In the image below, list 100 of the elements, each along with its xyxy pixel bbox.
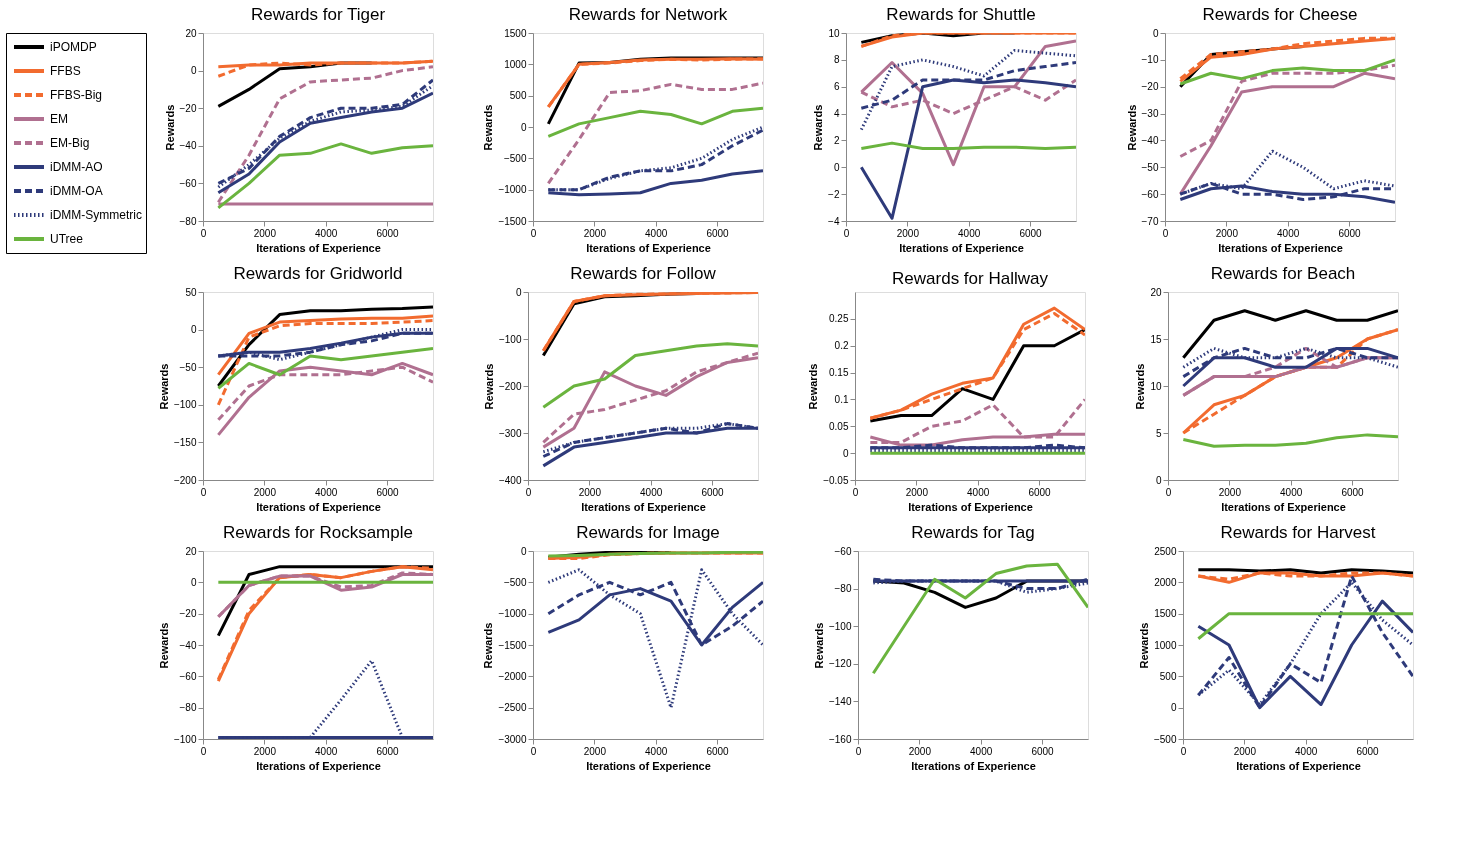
- legend-label: EM-Big: [50, 136, 90, 150]
- y-tick-label: −2: [828, 188, 840, 200]
- y-tick-label: 0: [1170, 702, 1177, 714]
- y-tick-label: 20: [185, 545, 197, 557]
- x-axis-title: Iterations of Experience: [911, 759, 1036, 772]
- x-tick-label: 6000: [1028, 486, 1052, 498]
- y-tick-label: 2000: [1154, 576, 1177, 588]
- chart-title: Rewards for Beach: [1210, 264, 1356, 283]
- x-tick-label: 4000: [1295, 745, 1318, 757]
- x-axis-title: Iterations of Experience: [908, 500, 1033, 513]
- x-tick-label: 6000: [1356, 745, 1380, 757]
- x-tick-label: 0: [530, 745, 537, 757]
- x-tick-label: 4000: [1277, 227, 1300, 239]
- legend-label: iDMM-Symmetric: [50, 208, 142, 222]
- y-tick-label: 0: [515, 286, 522, 298]
- y-tick-label: 0.25: [829, 313, 849, 325]
- x-axis-title: Iterations of Experience: [1221, 500, 1346, 513]
- y-tick-label: −1500: [498, 639, 527, 651]
- x-tick-label: 4000: [970, 745, 993, 757]
- y-tick-label: 0: [1152, 27, 1159, 39]
- legend-label: iPOMDP: [50, 40, 97, 54]
- chart-title: Rewards for Gridworld: [233, 264, 403, 283]
- y-tick-label: −160: [828, 733, 852, 745]
- y-tick-label: −3000: [498, 733, 527, 745]
- x-tick-label: 0: [200, 745, 207, 757]
- x-axis-title: Iterations of Experience: [256, 241, 381, 254]
- x-tick-label: 0: [200, 486, 207, 498]
- y-tick-label: 10: [1150, 380, 1162, 392]
- y-axis-title: Rewards: [1125, 104, 1138, 151]
- y-tick-label: −150: [173, 436, 197, 448]
- x-tick-label: 6000: [376, 745, 400, 757]
- y-tick-label: −100: [498, 333, 522, 345]
- y-tick-label: 0: [190, 576, 197, 588]
- legend-label: EM: [50, 112, 68, 126]
- x-axis-title: Iterations of Experience: [586, 759, 711, 772]
- y-tick-label: −300: [498, 427, 522, 439]
- chart-title: Rewards for Network: [568, 5, 728, 24]
- y-tick-label: 1500: [1154, 608, 1177, 620]
- x-tick-label: 0: [530, 227, 537, 239]
- x-tick-label: 6000: [1031, 745, 1055, 757]
- y-axis-title: Rewards: [157, 363, 170, 410]
- x-tick-label: 4000: [1280, 486, 1303, 498]
- x-tick-label: 4000: [315, 745, 338, 757]
- y-tick-label: 1500: [504, 27, 527, 39]
- y-tick-label: 500: [1159, 670, 1177, 682]
- y-axis-title: Rewards: [482, 622, 495, 669]
- x-tick-label: 2000: [1218, 486, 1242, 498]
- y-tick-label: 5: [1155, 427, 1162, 439]
- y-tick-label: −20: [179, 608, 197, 620]
- x-tick-label: 2000: [583, 745, 607, 757]
- x-tick-label: 0: [855, 745, 862, 757]
- y-tick-label: −40: [179, 639, 197, 651]
- chart-title: Rewards for Cheese: [1202, 5, 1358, 24]
- y-tick-label: −0.05: [823, 474, 849, 486]
- x-tick-label: 4000: [958, 227, 981, 239]
- chart-title: Rewards for Tag: [911, 523, 1035, 542]
- y-tick-label: 10: [828, 27, 840, 39]
- x-axis-title: Iterations of Experience: [1236, 759, 1361, 772]
- y-tick-label: −50: [179, 361, 197, 373]
- y-axis-title: Rewards: [157, 622, 170, 669]
- y-tick-label: 6: [833, 81, 840, 93]
- y-axis-title: Rewards: [1134, 363, 1147, 410]
- x-tick-label: 2000: [908, 745, 932, 757]
- y-tick-label: −70: [1141, 215, 1159, 227]
- y-tick-label: 8: [833, 54, 840, 66]
- y-tick-label: −60: [834, 545, 852, 557]
- chart-title: Rewards for Rocksample: [223, 523, 413, 542]
- y-tick-label: −500: [503, 576, 527, 588]
- y-tick-label: −140: [828, 695, 852, 707]
- y-axis-title: Rewards: [163, 104, 176, 151]
- y-tick-label: −100: [173, 733, 197, 745]
- x-axis-title: Iterations of Experience: [586, 241, 711, 254]
- x-tick-label: 4000: [315, 486, 338, 498]
- y-tick-label: 20: [185, 27, 197, 39]
- y-tick-label: 0.15: [829, 367, 849, 379]
- y-tick-label: −200: [173, 474, 197, 486]
- x-tick-label: 4000: [640, 486, 663, 498]
- x-axis-title: Iterations of Experience: [256, 500, 381, 513]
- y-tick-label: 0: [833, 161, 840, 173]
- y-tick-label: 500: [509, 90, 527, 102]
- y-tick-label: 1000: [1154, 639, 1177, 651]
- y-axis-title: Rewards: [482, 363, 495, 410]
- y-tick-label: 2500: [1154, 545, 1177, 557]
- x-tick-label: 6000: [701, 486, 725, 498]
- y-tick-label: 4: [833, 108, 840, 120]
- chart-title: Rewards for Tiger: [250, 5, 386, 24]
- x-axis-title: Iterations of Experience: [256, 759, 381, 772]
- y-tick-label: −60: [179, 177, 197, 189]
- y-axis-title: Rewards: [482, 104, 495, 151]
- y-tick-label: −120: [828, 658, 852, 670]
- x-tick-label: 2000: [1215, 227, 1239, 239]
- legend-label: FFBS-Big: [50, 88, 103, 102]
- y-tick-label: 15: [1150, 333, 1162, 345]
- y-tick-label: 0: [520, 121, 527, 133]
- y-tick-label: 0: [842, 447, 849, 459]
- x-tick-label: 2000: [896, 227, 920, 239]
- x-tick-label: 4000: [315, 227, 338, 239]
- y-axis-title: Rewards: [812, 104, 825, 151]
- y-axis-title: Rewards: [1137, 622, 1150, 669]
- chart-title: Rewards for Hallway: [892, 269, 1049, 288]
